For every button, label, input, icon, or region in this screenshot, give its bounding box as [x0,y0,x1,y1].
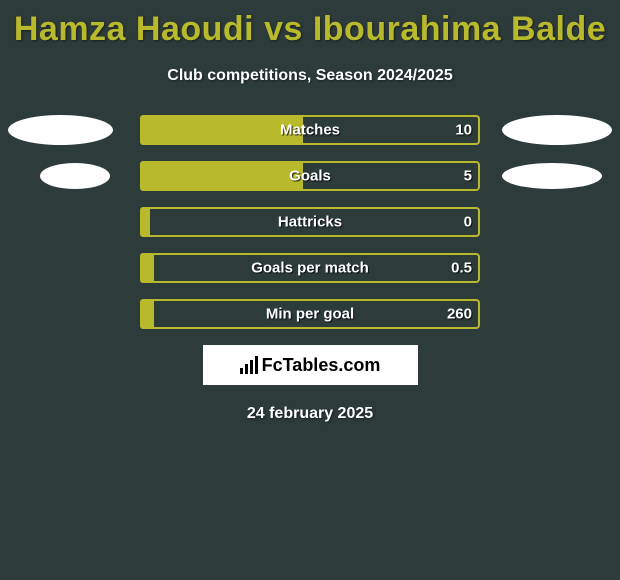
stat-bars: Matches 10 Goals 5 Hattricks 0 Goals per… [140,115,480,329]
bar-label: Hattricks [278,214,342,231]
bar-value: 0 [464,214,472,231]
bar-value: 260 [447,306,472,323]
bar-fill [140,161,303,191]
decor-ellipse-left-1 [8,115,113,145]
stat-row: Goals per match 0.5 [140,253,480,283]
bar-fill [140,115,303,145]
bar-fill [140,253,154,283]
stat-row: Goals 5 [140,161,480,191]
brand-chart-icon [240,356,258,374]
decor-ellipse-left-2 [40,163,110,189]
bar-label: Goals [289,168,331,185]
stat-row: Min per goal 260 [140,299,480,329]
chart-area: Matches 10 Goals 5 Hattricks 0 Goals per… [0,115,620,423]
bar-value: 5 [464,168,472,185]
page-subtitle: Club competitions, Season 2024/2025 [0,67,620,85]
stat-row: Matches 10 [140,115,480,145]
bar-label: Matches [280,122,340,139]
bar-label: Goals per match [251,260,369,277]
bar-label: Min per goal [266,306,354,323]
decor-ellipse-right-2 [502,163,602,189]
brand-box: FcTables.com [203,345,418,385]
footer-date: 24 february 2025 [0,405,620,423]
decor-ellipse-right-1 [502,115,612,145]
brand-text: FcTables.com [262,355,381,376]
bar-fill [140,207,150,237]
bar-value: 0.5 [451,260,472,277]
bar-fill [140,299,154,329]
page-title: Hamza Haoudi vs Ibourahima Balde [0,0,620,49]
bar-value: 10 [455,122,472,139]
stat-row: Hattricks 0 [140,207,480,237]
